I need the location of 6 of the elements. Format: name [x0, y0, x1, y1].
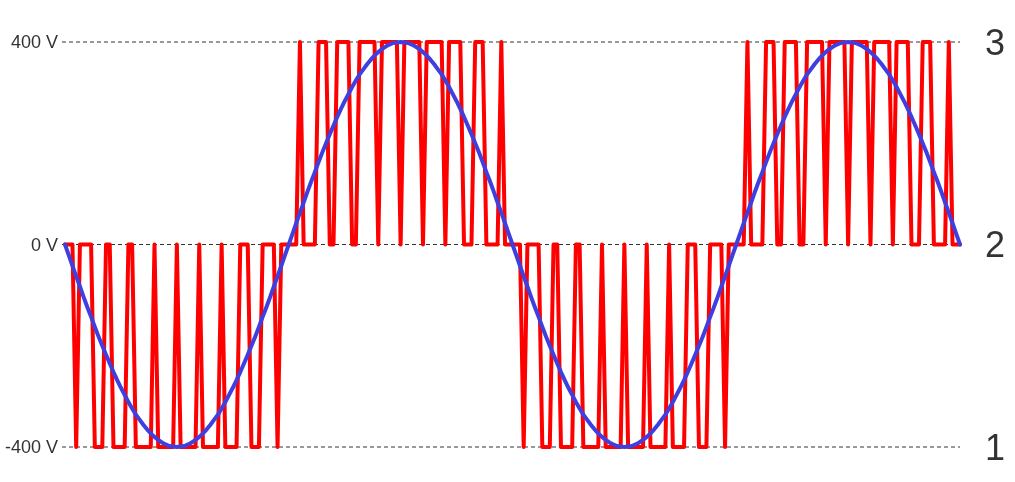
y-tick-label: 400 V	[10, 32, 58, 52]
text: 3	[985, 21, 1006, 63]
y-tick-label: -400 V	[4, 437, 58, 457]
text: 2	[985, 224, 1006, 265]
text: 1	[985, 426, 1006, 468]
y-tick-label: 0 V	[30, 234, 58, 255]
